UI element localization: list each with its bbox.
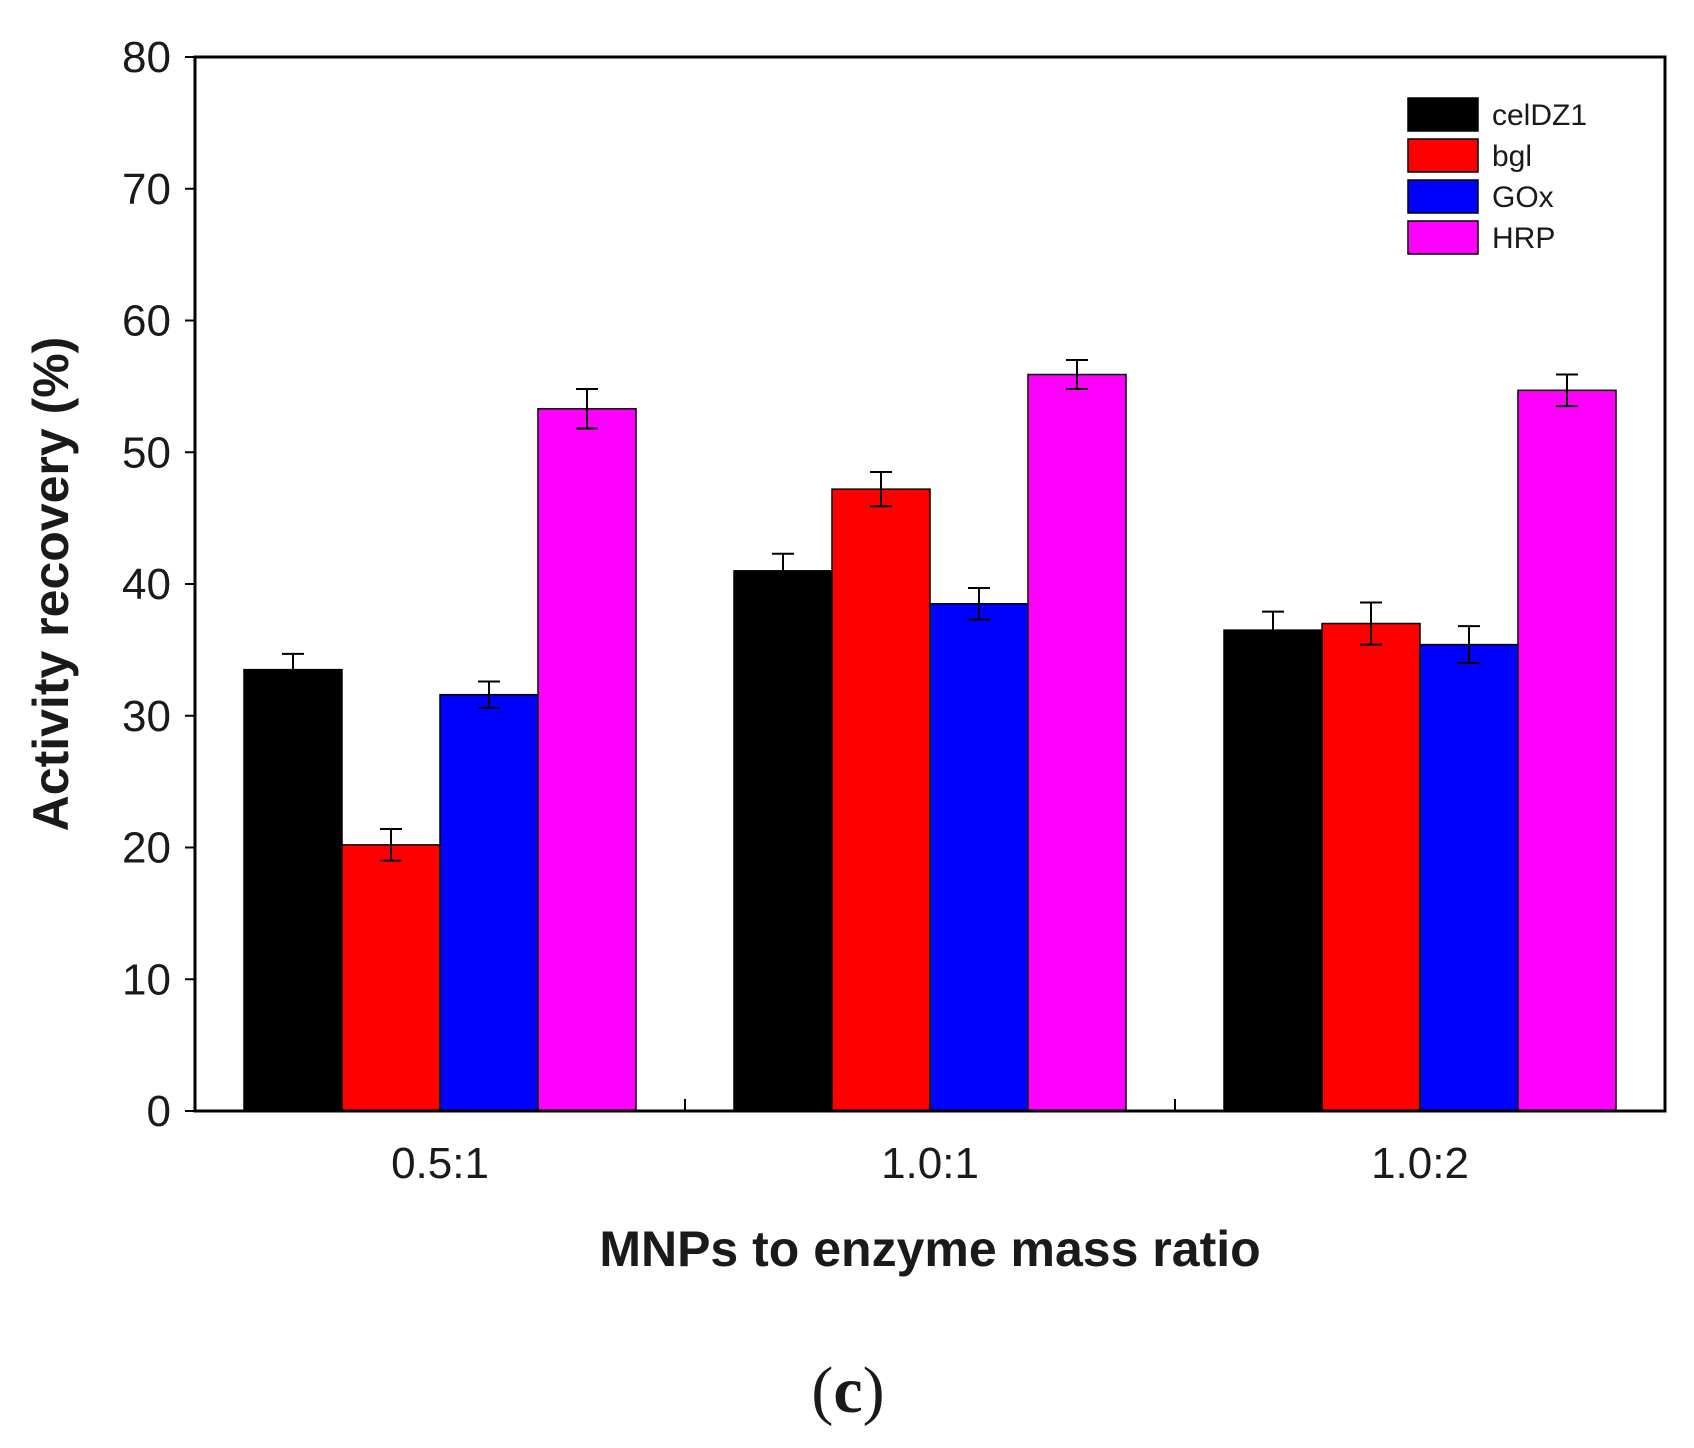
- y-tick-label: 10: [122, 955, 171, 1004]
- error-bar-hrp-1-0-1: [1066, 359, 1088, 391]
- panel-label: (c): [811, 1354, 884, 1427]
- legend: celDZ1 bgl GOx HRP: [1407, 97, 1587, 255]
- error-bar-hrp-1-0-2: [1556, 373, 1578, 408]
- y-tick-label: 80: [122, 33, 171, 82]
- y-tick-label: 30: [122, 692, 171, 741]
- error-bar-bgl-1-0-1: [870, 471, 892, 508]
- bar-celdz1-0-5-1: [243, 668, 343, 1112]
- error-bar-gox-0-5-1: [478, 680, 500, 709]
- legend-swatch: [1407, 179, 1479, 214]
- y-tick-label: 50: [122, 428, 171, 477]
- legend-swatch: [1407, 220, 1479, 255]
- bar-gox-0-5-1: [439, 693, 539, 1112]
- legend-label: celDZ1: [1492, 99, 1587, 132]
- legend-swatch: [1407, 138, 1479, 173]
- y-tick-labels: 0 10 20 30 40 50 60 70 80: [122, 33, 171, 1136]
- x-tick-labels: 0.5:1 1.0:1 1.0:2: [391, 1139, 1469, 1188]
- y-tick-label: 0: [147, 1087, 171, 1136]
- x-tick-label: 1.0:2: [1371, 1139, 1469, 1188]
- bar-bgl-1-0-2: [1321, 622, 1421, 1112]
- ticks-layer: [185, 56, 1176, 1112]
- bar-hrp-1-0-1: [1027, 373, 1127, 1112]
- legend-item-gox: GOx: [1407, 179, 1554, 214]
- bar-gox-1-0-1: [929, 603, 1029, 1112]
- x-tick-label: 1.0:1: [881, 1139, 979, 1188]
- legend-label: bgl: [1492, 140, 1532, 173]
- error-bar-celdz1-1-0-1: [772, 552, 794, 589]
- bar-celdz1-1-0-2: [1223, 629, 1323, 1112]
- error-bar-celdz1-0-5-1: [282, 652, 304, 687]
- legend-item-bgl: bgl: [1407, 138, 1532, 173]
- error-bar-celdz1-1-0-2: [1262, 610, 1284, 650]
- legend-label: HRP: [1492, 222, 1555, 255]
- panel-label-close-paren: ): [863, 1354, 885, 1427]
- legend-swatch: [1407, 97, 1479, 132]
- y-tick-label: 60: [122, 297, 171, 346]
- y-tick-label: 70: [122, 165, 171, 214]
- y-axis-title: Activity recovery (%): [23, 337, 79, 832]
- x-tick-label: 0.5:1: [391, 1139, 489, 1188]
- error-bar-gox-1-0-2: [1458, 625, 1480, 665]
- error-bar-hrp-0-5-1: [576, 388, 598, 430]
- bar-bgl-0-5-1: [341, 844, 441, 1112]
- bar-bgl-1-0-1: [831, 488, 931, 1112]
- legend-item-celdz1: celDZ1: [1407, 97, 1587, 132]
- y-tick-label: 40: [122, 560, 171, 609]
- bars-layer: [243, 373, 1617, 1112]
- panel-label-letter: c: [833, 1354, 862, 1427]
- x-axis-title: MNPs to enzyme mass ratio: [599, 1221, 1260, 1277]
- legend-item-hrp: HRP: [1407, 220, 1555, 255]
- error-bar-bgl-1-0-2: [1360, 601, 1382, 646]
- error-bar-bgl-0-5-1: [380, 828, 402, 862]
- panel-label-open-paren: (: [811, 1354, 833, 1427]
- error-bar-gox-1-0-1: [968, 586, 990, 621]
- bar-celdz1-1-0-1: [733, 570, 833, 1112]
- bar-hrp-0-5-1: [537, 408, 637, 1112]
- bar-gox-1-0-2: [1419, 643, 1519, 1112]
- legend-label: GOx: [1492, 181, 1554, 214]
- y-tick-label: 20: [122, 824, 171, 873]
- bar-hrp-1-0-2: [1517, 389, 1617, 1112]
- error-bars-layer: [282, 359, 1578, 862]
